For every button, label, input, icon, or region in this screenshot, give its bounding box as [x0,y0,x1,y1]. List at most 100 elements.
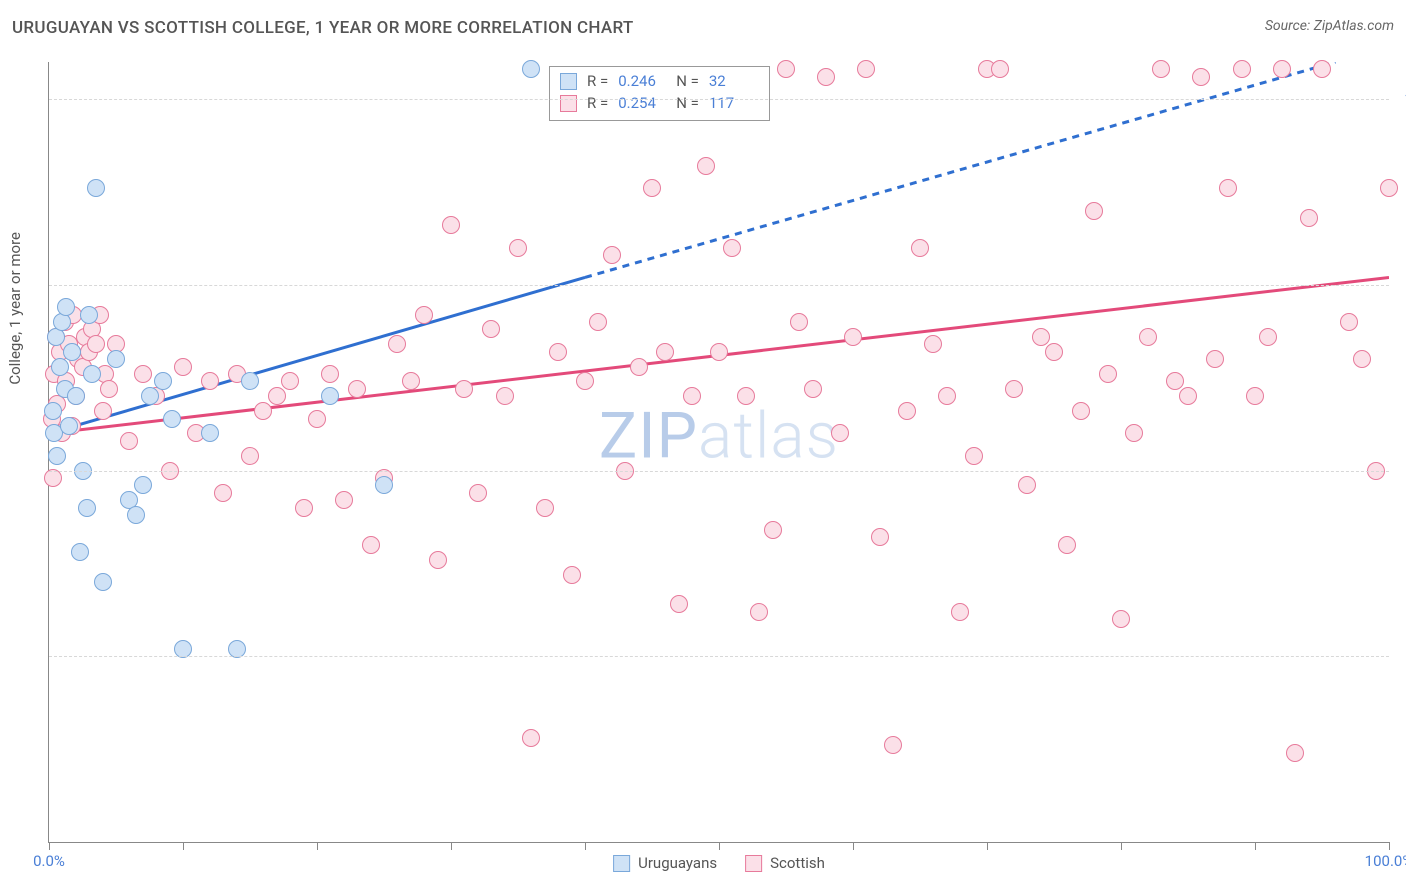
r-value-scottish: 0.254 [618,93,666,115]
watermark-light: atlas [698,399,839,474]
scatter-point [1340,313,1358,331]
scatter-point [549,343,567,361]
scatter-point [522,729,540,747]
chart-header: URUGUAYAN VS SCOTTISH COLLEGE, 1 YEAR OR… [12,18,1394,38]
scatter-point [60,417,78,435]
scatter-point [308,410,326,428]
x-tick [585,842,586,850]
scatter-point [509,239,527,257]
x-tick [1255,842,1256,850]
scatter-point [174,358,192,376]
scatter-point [1206,350,1224,368]
scatter-point [911,239,929,257]
scatter-point [57,298,75,316]
scatter-point [134,476,152,494]
scatter-point [938,387,956,405]
scatter-point [965,447,983,465]
scatter-point [1273,60,1291,78]
stats-row-scottish: R = 0.254 N = 117 [560,93,757,115]
x-tick [317,842,318,850]
gridline [49,471,1389,472]
scatter-point [482,320,500,338]
scatter-point [1125,424,1143,442]
n-value-scottish: 117 [709,93,757,115]
scatter-point [83,365,101,383]
chart-title: URUGUAYAN VS SCOTTISH COLLEGE, 1 YEAR OR… [12,18,634,38]
scatter-point [737,387,755,405]
stats-legend: R = 0.246 N = 32 R = 0.254 N = 117 [549,66,770,121]
scatter-point [857,60,875,78]
x-tick [183,842,184,850]
scatter-point [44,469,62,487]
plot-area: College, 1 year or more ZIPatlas R = 0.2… [48,62,1389,843]
scatter-point [455,380,473,398]
scatter-point [71,543,89,561]
scatter-point [831,424,849,442]
scatter-point [1045,343,1063,361]
scatter-point [991,60,1009,78]
scatter-point [228,640,246,658]
r-label: R = [587,93,608,115]
gridline [49,656,1389,657]
scatter-point [51,358,69,376]
scatter-point [576,372,594,390]
scatter-point [100,380,118,398]
scatter-point [1353,350,1371,368]
scatter-point [844,328,862,346]
scatter-point [321,387,339,405]
scatter-point [1166,372,1184,390]
r-value-uruguayans: 0.246 [618,71,666,93]
scatter-point [1246,387,1264,405]
scatter-point [1139,328,1157,346]
scatter-point [1313,60,1331,78]
scatter-point [1058,536,1076,554]
scatter-point [589,313,607,331]
legend-label-uruguayans: Uruguayans [638,854,717,872]
swatch-uruguayans [560,73,577,90]
n-label: N = [676,71,699,93]
x-tick [451,842,452,850]
scatter-point [80,306,98,324]
x-tick [1121,842,1122,850]
scatter-point [214,484,232,502]
bottom-legend: Uruguayans Scottish [613,854,825,872]
r-label: R = [587,71,608,93]
scatter-point [415,306,433,324]
scatter-point [469,484,487,502]
scatter-point [496,387,514,405]
scatter-point [1099,365,1117,383]
scatter-point [154,372,172,390]
scatter-point [402,372,420,390]
scatter-point [871,528,889,546]
scatter-point [656,343,674,361]
scatter-point [643,179,661,197]
y-axis-label: College, 1 year or more [6,232,24,385]
scatter-point [536,499,554,517]
scatter-point [1085,202,1103,220]
scatter-point [375,476,393,494]
scatter-point [163,410,181,428]
scatter-point [174,640,192,658]
scatter-point [723,239,741,257]
scatter-point [94,573,112,591]
scatter-point [1300,209,1318,227]
scatter-point [48,447,66,465]
legend-swatch-scottish [745,855,762,872]
source-label: Source: [1265,18,1310,34]
scatter-point [1286,744,1304,762]
scatter-point [254,402,272,420]
scatter-point [1032,328,1050,346]
watermark-bold: ZIP [599,399,698,474]
watermark: ZIPatlas [599,399,839,474]
scatter-point [924,335,942,353]
scatter-point [241,447,259,465]
scatter-point [44,402,62,420]
x-tick [49,842,50,850]
scatter-point [335,491,353,509]
scatter-point [201,424,219,442]
scatter-point [1112,610,1130,628]
scatter-point [790,313,808,331]
scatter-point [78,499,96,517]
source-attribution: Source: ZipAtlas.com [1265,18,1394,34]
scatter-point [120,432,138,450]
